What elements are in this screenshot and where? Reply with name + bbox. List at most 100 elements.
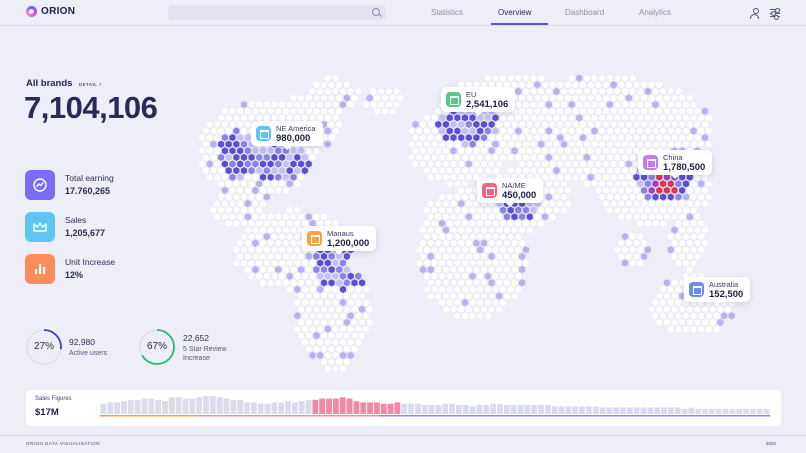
settings-sliders-icon[interactable]	[770, 7, 780, 20]
sales-bar[interactable]	[462, 405, 469, 414]
sales-bar[interactable]	[613, 407, 620, 414]
sales-bar[interactable]	[223, 398, 230, 414]
detail-link[interactable]: DETAIL	[79, 82, 98, 87]
sales-bar[interactable]	[100, 403, 107, 414]
sales-bar[interactable]	[456, 405, 462, 414]
sales-bar[interactable]	[175, 397, 182, 414]
sales-bar[interactable]	[544, 405, 551, 414]
sales-bar[interactable]	[189, 398, 196, 414]
sales-bar[interactable]	[148, 398, 155, 414]
sales-bar[interactable]	[435, 405, 442, 414]
sales-bar[interactable]	[360, 402, 367, 414]
sales-bar[interactable]	[626, 407, 633, 414]
sales-bar[interactable]	[387, 403, 394, 414]
sales-bar[interactable]	[305, 399, 312, 414]
search-icon[interactable]	[372, 8, 380, 16]
sales-bar[interactable]	[449, 403, 456, 414]
sales-bar[interactable]	[250, 402, 257, 414]
sales-bar[interactable]	[551, 406, 558, 414]
tab-overview[interactable]: Overview	[498, 8, 532, 17]
callout-manaus[interactable]: Manaus 1,200,000	[302, 226, 377, 255]
sales-bar[interactable]	[203, 396, 209, 414]
search-input[interactable]	[174, 5, 364, 20]
sales-bar[interactable]	[408, 403, 414, 414]
sales-bar[interactable]	[127, 399, 134, 414]
sales-bar[interactable]	[517, 405, 524, 414]
sales-bar[interactable]	[182, 398, 189, 414]
sales-bar[interactable]	[640, 407, 647, 414]
sales-bar[interactable]	[756, 408, 763, 414]
sales-bar[interactable]	[565, 406, 572, 414]
sales-bar[interactable]	[134, 399, 141, 414]
sales-bar[interactable]	[729, 408, 736, 414]
callout-australia[interactable]: Australia 152,500	[684, 277, 751, 306]
sales-bar[interactable]	[291, 402, 298, 414]
callout-ne-america[interactable]: NE America 980,000	[251, 121, 323, 150]
sales-bar[interactable]	[285, 401, 291, 414]
sales-bar[interactable]	[237, 399, 244, 414]
sales-bar[interactable]	[483, 405, 490, 414]
sales-bar[interactable]	[319, 398, 326, 414]
tab-statistics[interactable]: Statistics	[431, 8, 464, 17]
sales-bar[interactable]	[346, 398, 353, 414]
sales-bar[interactable]	[442, 403, 449, 414]
sales-bar[interactable]	[736, 408, 743, 414]
callout-na-me[interactable]: NA/ME 450,000	[477, 178, 544, 207]
sales-bar[interactable]	[107, 402, 114, 414]
sales-bar[interactable]	[503, 405, 510, 414]
sales-bar[interactable]	[114, 402, 121, 414]
sales-bar[interactable]	[326, 398, 332, 414]
sales-bar[interactable]	[558, 406, 565, 414]
sales-bar[interactable]	[244, 402, 250, 414]
sales-bar[interactable]	[661, 407, 667, 414]
logo[interactable]: ORION	[26, 6, 75, 17]
sales-bar[interactable]	[394, 402, 401, 414]
sales-bar[interactable]	[743, 408, 749, 414]
sales-bar[interactable]	[264, 403, 271, 414]
sales-bar[interactable]	[469, 406, 476, 414]
tab-analytics[interactable]: Analytics	[639, 8, 672, 17]
search-box[interactable]	[168, 5, 386, 20]
sales-bar[interactable]	[162, 401, 168, 414]
sales-bar[interactable]	[722, 408, 729, 414]
sales-bar[interactable]	[121, 401, 127, 414]
sales-bar[interactable]	[524, 405, 531, 414]
sales-bar[interactable]	[421, 405, 428, 414]
sales-bar[interactable]	[599, 407, 606, 414]
sales-bar[interactable]	[428, 405, 435, 414]
sales-bar[interactable]	[257, 403, 264, 414]
sales-bar[interactable]	[695, 408, 702, 414]
callout-china[interactable]: China 1,780,500	[638, 150, 713, 179]
sales-bar[interactable]	[497, 403, 503, 414]
sales-bar[interactable]	[380, 403, 387, 414]
sales-bar[interactable]	[155, 399, 162, 414]
sales-bar[interactable]	[633, 407, 640, 414]
sales-bar[interactable]	[401, 403, 408, 414]
sales-bar[interactable]	[749, 408, 756, 414]
tab-dashboard[interactable]: Dashboard	[565, 8, 605, 17]
sales-bar[interactable]	[332, 398, 339, 414]
user-icon[interactable]	[750, 8, 759, 19]
sales-bar[interactable]	[216, 397, 223, 414]
sales-bar[interactable]	[141, 398, 148, 414]
sales-bar[interactable]	[367, 402, 373, 414]
sales-bar-chart[interactable]	[100, 394, 770, 420]
sales-bar[interactable]	[688, 407, 695, 414]
sales-bar[interactable]	[654, 407, 661, 414]
sales-bar[interactable]	[708, 408, 715, 414]
sales-bar[interactable]	[667, 407, 674, 414]
callout-eu[interactable]: EU 2,541,106	[441, 87, 516, 116]
sales-bar[interactable]	[674, 407, 681, 414]
chevron-right-icon[interactable]: ›	[99, 81, 102, 88]
sales-bar[interactable]	[353, 401, 360, 414]
sales-bar[interactable]	[490, 403, 497, 414]
sales-bar[interactable]	[196, 397, 203, 414]
sales-bar[interactable]	[298, 401, 305, 414]
sales-bar[interactable]	[585, 406, 592, 414]
sales-bar[interactable]	[373, 402, 380, 414]
sales-bar[interactable]	[763, 408, 770, 414]
sales-bar[interactable]	[271, 402, 278, 414]
sales-bar[interactable]	[414, 403, 421, 414]
sales-bar[interactable]	[230, 399, 237, 414]
sales-bar[interactable]	[702, 408, 708, 414]
